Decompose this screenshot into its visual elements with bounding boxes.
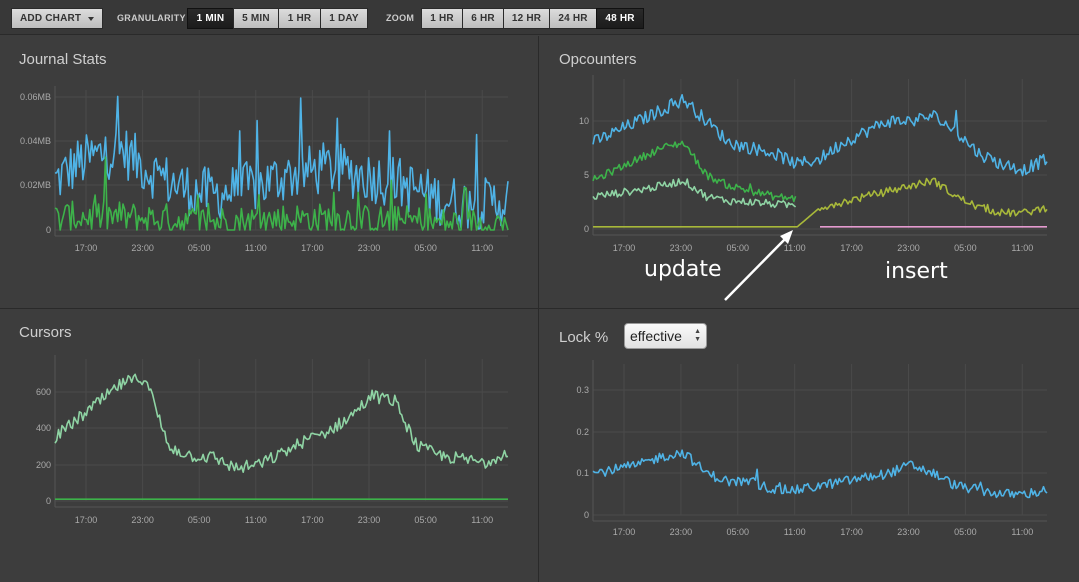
- zoom-12hr-button[interactable]: 12 HR: [503, 8, 550, 29]
- granularity-label: GRANULARITY: [117, 13, 186, 23]
- select-arrows-icon: ▲ ▼: [694, 328, 701, 343]
- zoom-48hr-button[interactable]: 48 HR: [596, 8, 644, 29]
- add-chart-button[interactable]: ADD CHART: [11, 8, 103, 29]
- granularity-1day-button[interactable]: 1 DAY: [320, 8, 368, 29]
- lock-title: Lock %: [559, 329, 609, 346]
- granularity-1min-button[interactable]: 1 MIN: [187, 8, 234, 29]
- journal-stats-panel: Journal Stats: [0, 36, 539, 309]
- zoom-6hr-button[interactable]: 6 HR: [462, 8, 504, 29]
- cursors-title: Cursors: [19, 324, 72, 341]
- journal-stats-title: Journal Stats: [19, 51, 107, 68]
- lock-mode-select[interactable]: effective ▲ ▼: [624, 323, 707, 349]
- toolbar: ADD CHART GRANULARITY 1 MIN 5 MIN 1 HR 1…: [0, 0, 1079, 35]
- cursors-panel: Cursors: [0, 309, 539, 582]
- update-annotation: update: [644, 257, 722, 282]
- caret-down-icon: [88, 17, 94, 21]
- opcounters-panel: Opcounters: [539, 36, 1079, 309]
- lock-mode-value: effective: [630, 328, 682, 344]
- granularity-5min-button[interactable]: 5 MIN: [233, 8, 279, 29]
- insert-annotation: insert: [885, 259, 948, 284]
- lock-panel: Lock %: [539, 309, 1079, 582]
- zoom-24hr-button[interactable]: 24 HR: [549, 8, 597, 29]
- zoom-label: ZOOM: [386, 13, 415, 23]
- opcounters-title: Opcounters: [559, 51, 637, 68]
- zoom-1hr-button[interactable]: 1 HR: [421, 8, 463, 29]
- granularity-1hr-button[interactable]: 1 HR: [278, 8, 321, 29]
- add-chart-label: ADD CHART: [20, 13, 82, 24]
